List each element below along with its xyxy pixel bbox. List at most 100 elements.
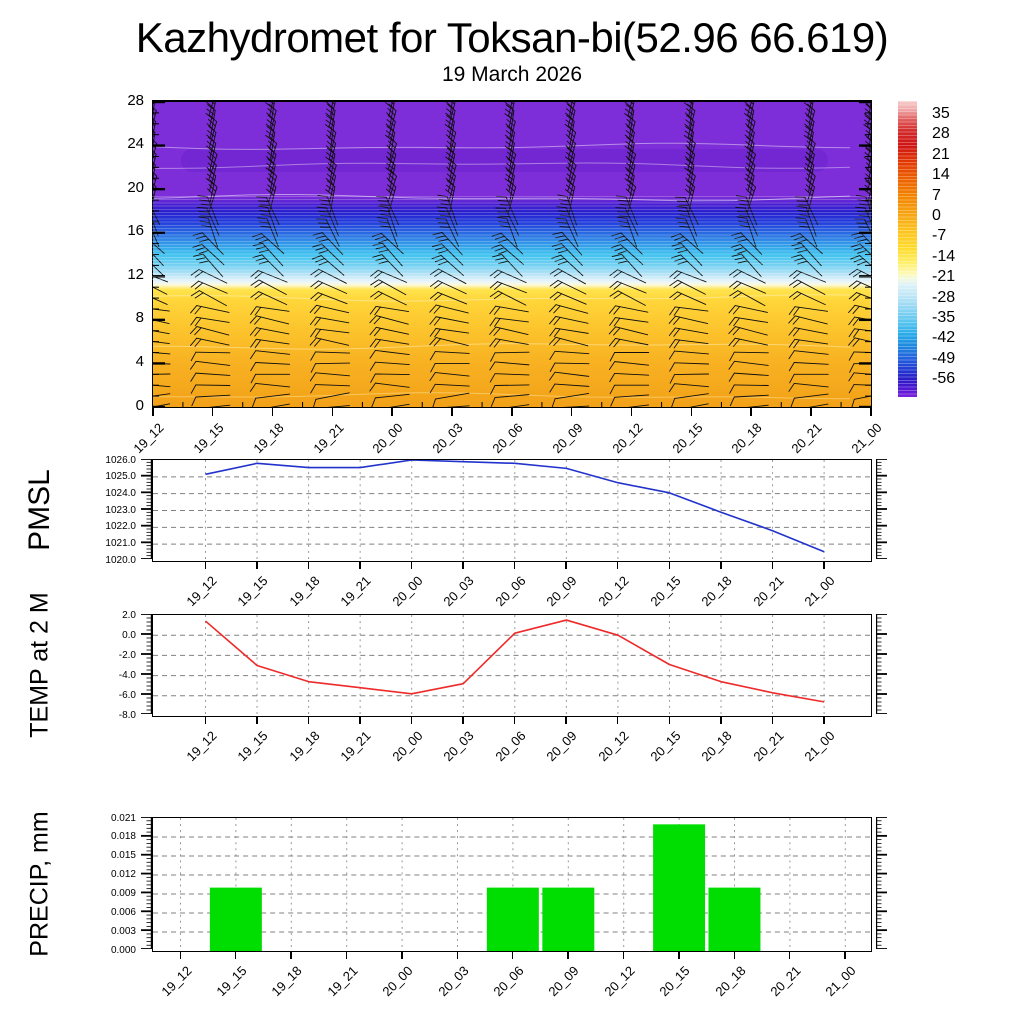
colorbar-tick-label: -14 <box>932 247 956 265</box>
y-tick-label: -2.0 <box>118 649 136 661</box>
x-tick <box>345 951 348 959</box>
contour-y-tick-label: 20 <box>127 178 144 196</box>
contour-x-tick <box>451 408 453 416</box>
y-tick-label: 1023.0 <box>105 504 136 516</box>
contour-y-tick-label: 0 <box>135 396 144 414</box>
colorbar-tick-label: -21 <box>932 268 956 286</box>
y-tick-label: 0.018 <box>110 831 136 843</box>
colorbar-gradient <box>898 101 917 397</box>
y-tick-label: 1021.0 <box>105 537 136 549</box>
pmsl-axis-title: PMSL <box>23 469 56 551</box>
x-tick-label: 20_03 <box>440 728 477 765</box>
colorbar-tick-label: -35 <box>932 309 956 326</box>
x-tick-label: 21_00 <box>801 728 838 765</box>
temp-plot <box>153 615 871 716</box>
x-tick <box>290 951 292 959</box>
x-tick-label: 20_12 <box>595 728 632 765</box>
contour-x-tick <box>810 408 812 416</box>
y-tick-label: 0.009 <box>110 887 136 899</box>
right-axis-ruler <box>876 613 888 715</box>
x-tick-label: 19_18 <box>286 728 323 765</box>
contour-x-tick <box>690 408 692 416</box>
x-tick-label: 20_15 <box>646 573 684 610</box>
contour-x-tick-label: 19_21 <box>309 420 347 457</box>
contour-x-tick-label: 19_18 <box>250 420 287 457</box>
x-tick-label: 19_18 <box>286 573 323 610</box>
x-tick <box>359 561 361 569</box>
y-tick-label: 1020.0 <box>105 554 136 566</box>
contour-x-tick-label: 20_09 <box>549 420 586 457</box>
y-tick-label: 1022.0 <box>105 521 136 533</box>
x-tick-label: 19_18 <box>268 963 305 1000</box>
x-tick-label: 20_06 <box>492 573 529 610</box>
x-tick-label: 19_12 <box>182 573 220 610</box>
contour-x-tick-label: 20_00 <box>369 420 406 457</box>
x-tick <box>771 561 773 569</box>
pmsl-plot <box>153 460 871 561</box>
x-tick <box>410 716 413 724</box>
temp-panel <box>152 614 872 717</box>
y-tick-label: 0.006 <box>110 906 136 918</box>
x-tick-label: 20_06 <box>492 728 529 765</box>
contour-x-tick <box>271 408 274 416</box>
colorbar-tick-label: 21 <box>932 145 950 163</box>
contour-x-tick <box>511 408 513 416</box>
cross-section-plot <box>153 102 871 407</box>
colorbar-tick-label: -28 <box>932 288 956 306</box>
x-tick-label: 19_21 <box>337 573 374 610</box>
x-tick <box>823 561 825 569</box>
x-tick-label: 19_15 <box>234 573 271 610</box>
precip-axis-title: PRECIP, mm <box>25 811 54 957</box>
y-tick-label: 2.0 <box>122 609 136 621</box>
page-title: Kazhydromet for Toksan-bi(52.96 66.619) <box>135 14 889 61</box>
contour-y-tick-label: 4 <box>135 352 144 370</box>
x-tick <box>462 561 464 569</box>
y-tick-label: 1026.0 <box>105 454 136 466</box>
contour-y-tick-label: 24 <box>127 135 144 153</box>
y-tick-label: 0.0 <box>122 629 136 641</box>
x-tick <box>565 561 567 569</box>
y-tick-label: 1025.0 <box>105 471 136 483</box>
x-tick-label: 20_12 <box>601 963 638 1000</box>
x-tick <box>622 951 625 959</box>
left-axis-ruler <box>140 816 152 950</box>
x-tick <box>513 561 516 569</box>
colorbar-tick-label: -42 <box>932 329 956 347</box>
x-tick-label: 20_15 <box>646 728 684 765</box>
right-axis-ruler <box>876 458 888 560</box>
x-tick <box>513 716 516 724</box>
x-tick-label: 19_21 <box>324 963 361 1000</box>
y-tick-label: 0.021 <box>110 812 136 824</box>
x-tick-label: 20_06 <box>490 963 527 1000</box>
x-tick <box>668 716 670 724</box>
x-tick-label: 20_09 <box>543 728 580 765</box>
y-tick-label: 1024.0 <box>105 487 136 499</box>
x-tick-label: 20_00 <box>389 573 426 610</box>
contour-x-tick <box>750 408 752 416</box>
x-tick-label: 20_09 <box>545 963 582 1000</box>
x-tick <box>567 951 569 959</box>
x-tick-label: 20_18 <box>698 573 735 610</box>
x-tick <box>256 716 258 724</box>
contour-x-tick-label: 19_15 <box>190 420 227 457</box>
contour-x-tick <box>870 408 872 416</box>
wind-barbs-layer <box>153 102 871 407</box>
x-tick <box>511 951 514 959</box>
x-tick <box>720 716 722 724</box>
x-tick-label: 20_15 <box>656 963 693 1000</box>
contour-x-tick <box>630 408 633 416</box>
contour-x-tick-label: 20_21 <box>788 420 825 457</box>
contour-x-tick-label: 20_18 <box>728 420 765 457</box>
x-tick <box>678 951 680 959</box>
x-tick <box>616 716 619 724</box>
x-tick-label: 20_00 <box>389 728 426 765</box>
x-tick <box>844 951 846 959</box>
contour-x-tick-label: 20_15 <box>668 420 706 457</box>
precip-plot <box>153 818 871 951</box>
x-tick <box>256 561 258 569</box>
x-tick <box>733 951 735 959</box>
x-tick-label: 19_15 <box>234 728 271 765</box>
y-tick-label: -8.0 <box>118 709 136 721</box>
x-tick-label: 21_00 <box>801 573 838 610</box>
